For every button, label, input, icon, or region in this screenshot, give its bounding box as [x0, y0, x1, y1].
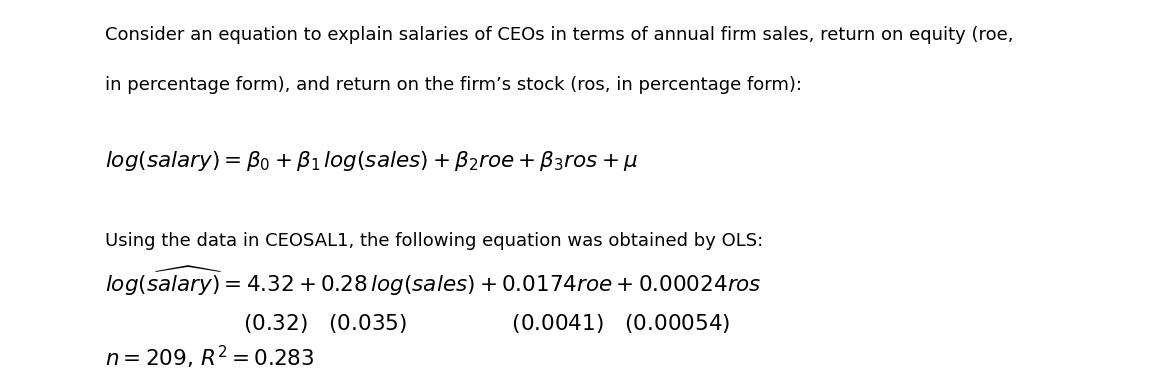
Text: $\mathit{log(salary)} = \beta_0 + \beta_1\,\mathit{log(sales)} + \beta_2\mathit{: $\mathit{log(salary)} = \beta_0 + \beta_…: [105, 149, 639, 173]
Text: Using the data in CEOSAL1, the following equation was obtained by OLS:: Using the data in CEOSAL1, the following…: [105, 232, 764, 251]
Text: $\mathit{log(}\widehat{\mathit{salary}}\mathit{)} = 4.32 + 0.28\,\mathit{log(sal: $\mathit{log(}\widehat{\mathit{salary}}\…: [105, 265, 762, 298]
Text: $(0.32)\quad(0.035)\qquad\qquad\quad(0.0041)\quad(0.00054)$: $(0.32)\quad(0.035)\qquad\qquad\quad(0.0…: [243, 312, 731, 335]
Text: $n = 209,\,R^2 = 0.283$: $n = 209,\,R^2 = 0.283$: [105, 344, 315, 371]
Text: in percentage form), and return on the firm’s stock (ros, in percentage form):: in percentage form), and return on the f…: [105, 76, 803, 94]
Text: Consider an equation to explain salaries of CEOs in terms of annual firm sales, : Consider an equation to explain salaries…: [105, 26, 1013, 45]
